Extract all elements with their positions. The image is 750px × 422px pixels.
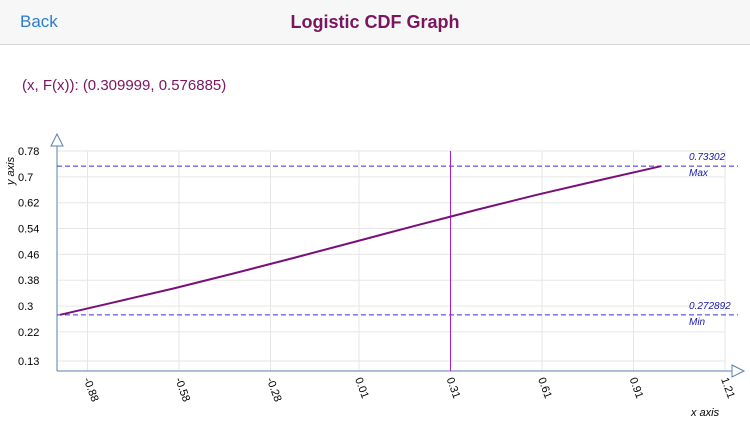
y-tick-label: 0.13 <box>18 356 39 368</box>
x-tick-label: 0.91 <box>627 376 646 400</box>
back-button[interactable]: Back <box>20 12 58 31</box>
coordinate-readout: (x, F(x)): (0.309999, 0.576885) <box>22 77 227 94</box>
x-tick-label: 0.01 <box>352 376 371 400</box>
y-tick-label: 0.38 <box>18 275 39 287</box>
x-axis-arrow-icon <box>731 364 746 378</box>
x-tick-label: -0.28 <box>264 376 284 404</box>
y-axis-arrow-icon <box>50 132 64 147</box>
y-tick-label: 0.7 <box>18 172 33 184</box>
x-tick-label: -0.88 <box>81 376 101 404</box>
y-tick-label: 0.62 <box>18 198 39 210</box>
y-tick-label: 0.46 <box>18 249 39 261</box>
y-axis-label: y axis <box>5 156 17 186</box>
y-tick-label: 0.78 <box>18 146 39 158</box>
x-tick-label: 0.61 <box>535 376 554 400</box>
x-tick-label: 0.31 <box>444 376 463 400</box>
x-tick-label: -0.58 <box>172 376 192 404</box>
x-axis-label: x axis <box>690 407 720 419</box>
cdf-curve <box>59 165 662 316</box>
y-tick-label: 0.54 <box>18 224 39 236</box>
reference-value-max: 0.73302 <box>689 152 726 163</box>
x-tick-label: 1.21 <box>718 376 737 400</box>
page-title: Logistic CDF Graph <box>290 12 460 32</box>
reference-label-max: Max <box>689 168 709 179</box>
y-tick-label: 0.3 <box>18 301 33 313</box>
navigation-bar: Back Logistic CDF Graph <box>0 0 750 45</box>
reference-value-min: 0.272892 <box>689 301 731 312</box>
reference-label-min: Min <box>689 317 706 328</box>
y-tick-label: 0.22 <box>18 327 39 339</box>
